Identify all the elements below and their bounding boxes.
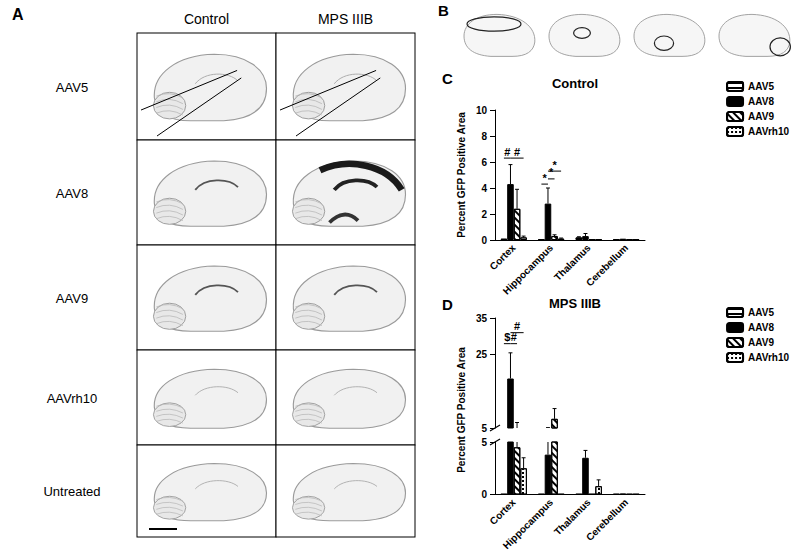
svg-text:Cortex: Cortex: [487, 496, 517, 526]
svg-text:AAV9: AAV9: [56, 291, 88, 306]
svg-text:Untreated: Untreated: [43, 484, 100, 499]
svg-text:*: *: [552, 159, 557, 171]
svg-text:AAVrh10: AAVrh10: [748, 126, 789, 137]
svg-text:MPS IIIB: MPS IIIB: [318, 11, 373, 27]
svg-text:6: 6: [481, 157, 487, 168]
svg-text:Hippocampus: Hippocampus: [501, 242, 556, 297]
svg-text:Cortex: Cortex: [487, 242, 517, 272]
svg-text:Percent GFP Positive Area: Percent GFP Positive Area: [456, 347, 467, 473]
svg-text:0: 0: [481, 235, 487, 246]
svg-text:*: *: [543, 172, 548, 184]
svg-text:0: 0: [481, 489, 487, 500]
svg-text:AAVrh10: AAVrh10: [47, 391, 98, 406]
svg-text:$: $: [504, 331, 510, 343]
svg-text:AAV5: AAV5: [748, 81, 774, 92]
svg-text:2: 2: [481, 209, 487, 220]
svg-text:AAV5: AAV5: [748, 307, 774, 318]
html-text:D: D: [442, 296, 453, 313]
svg-text:MPS IIIB: MPS IIIB: [549, 296, 601, 311]
svg-text:Cerebellum: Cerebellum: [584, 242, 630, 288]
svg-text:AAVrh10: AAVrh10: [748, 352, 789, 363]
svg-text:AAV8: AAV8: [748, 322, 774, 333]
svg-text:#: #: [514, 146, 520, 158]
svg-text:8: 8: [481, 131, 487, 142]
svg-text:Cerebellum: Cerebellum: [584, 497, 630, 543]
svg-text:Control: Control: [552, 76, 598, 91]
svg-text:AAV8: AAV8: [56, 186, 88, 201]
svg-text:#: #: [504, 146, 510, 158]
svg-text:10: 10: [476, 105, 488, 116]
svg-text:Control: Control: [184, 11, 229, 27]
svg-text:AAV5: AAV5: [56, 80, 88, 95]
svg-text:Thalamus: Thalamus: [551, 496, 593, 538]
svg-text:25: 25: [476, 349, 488, 360]
svg-text:#: #: [514, 320, 520, 332]
svg-text:B: B: [438, 2, 449, 19]
svg-text:Thalamus: Thalamus: [551, 242, 593, 283]
svg-text:AAV8: AAV8: [748, 96, 774, 107]
html-text:C: C: [442, 70, 453, 87]
svg-text:4: 4: [481, 183, 487, 194]
svg-text:AAV9: AAV9: [748, 111, 774, 122]
svg-text:5: 5: [481, 437, 487, 448]
svg-text:35: 35: [476, 313, 488, 324]
svg-text:A: A: [12, 6, 24, 23]
svg-text:AAV9: AAV9: [748, 337, 774, 348]
svg-text:Percent GFP Positive Area: Percent GFP Positive Area: [456, 112, 467, 238]
svg-text:Hippocampus: Hippocampus: [501, 496, 556, 551]
svg-text:5: 5: [481, 423, 487, 434]
